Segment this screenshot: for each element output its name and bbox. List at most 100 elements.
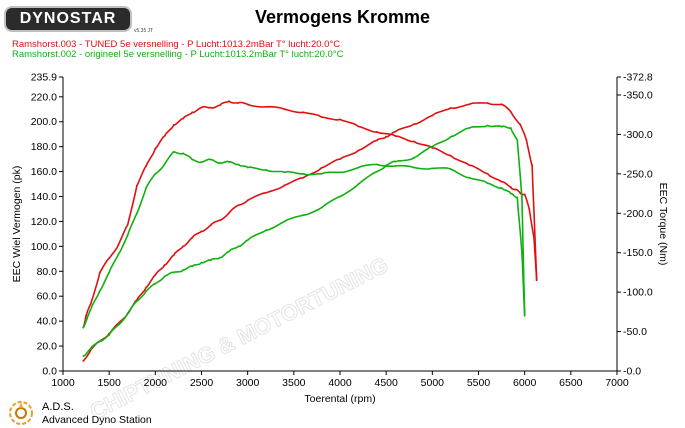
data-point [320, 206, 323, 209]
x-tick-label: 7000 [605, 377, 629, 389]
data-point [163, 135, 166, 137]
data-point [265, 229, 268, 232]
data-point [449, 154, 452, 157]
data-point [172, 271, 175, 274]
data-point [516, 139, 519, 142]
data-point [519, 191, 521, 194]
data-point [89, 347, 92, 350]
data-point [82, 360, 85, 362]
data-point [265, 105, 268, 108]
data-point [265, 191, 268, 194]
data-point [108, 333, 111, 336]
data-point [525, 139, 528, 142]
data-point [228, 100, 231, 103]
data-point [219, 256, 221, 259]
data-point [500, 103, 503, 106]
data-point [514, 188, 517, 191]
data-point [163, 264, 166, 266]
data-point [200, 261, 203, 264]
data-point [219, 104, 221, 107]
data-point [154, 172, 157, 175]
data-point [89, 303, 92, 305]
chart-series [82, 100, 538, 362]
data-point [99, 271, 101, 274]
data-point [182, 269, 184, 271]
data-point [126, 234, 129, 237]
data-point [117, 323, 120, 326]
x-tick-label: 5500 [467, 377, 491, 389]
ramshorst-003-power-line [82, 102, 538, 362]
data-point [394, 135, 397, 137]
data-point [200, 106, 203, 109]
data-point [246, 199, 249, 202]
data-point [99, 289, 101, 292]
data-point [246, 239, 249, 242]
data-point [145, 290, 148, 293]
y-left-tick-label: 0.0 [42, 366, 57, 378]
data-point [357, 125, 360, 128]
chart-labels: 1000 1500 2000 2500 3000 3500 4000 4500 5000 5500… [11, 72, 669, 406]
data-point [509, 127, 512, 129]
data-point [357, 183, 360, 185]
y-right-tick-label: -300.0 [623, 129, 653, 141]
data-point [320, 116, 323, 118]
data-point [302, 214, 304, 217]
x-tick-label: 2000 [144, 377, 168, 389]
data-point [265, 169, 268, 171]
data-point [302, 172, 304, 175]
data-point [154, 274, 157, 276]
y-left-tick-label: 160.0 [31, 166, 57, 178]
data-point [320, 172, 323, 175]
data-point [486, 172, 489, 175]
data-point [431, 167, 434, 170]
data-point [237, 245, 240, 248]
y-left-tick-label: 180.0 [31, 141, 57, 153]
data-point [412, 140, 415, 143]
ads-logo-icon [9, 401, 33, 425]
data-point [85, 314, 87, 317]
data-point [509, 110, 512, 113]
data-point [533, 236, 535, 238]
y-right-tick-label: -100.0 [623, 287, 653, 299]
data-point [172, 150, 175, 153]
data-point [154, 282, 157, 285]
footer-ads-full: Advanced Dyno Station [42, 414, 152, 426]
data-point [182, 152, 184, 155]
data-point [449, 107, 452, 109]
data-point [126, 224, 129, 227]
data-point [237, 163, 240, 166]
data-point [82, 355, 85, 357]
y-right-axis-title: EEC Torque (Nm) [657, 183, 669, 266]
data-point [82, 326, 85, 329]
data-point [182, 245, 184, 248]
data-point [357, 149, 360, 152]
y-left-tick-label: 235.9 [31, 72, 57, 84]
data-point [117, 253, 120, 256]
y-left-tick-label: 120.0 [31, 216, 57, 228]
data-point [500, 187, 503, 189]
legend-entry-origineel: Ramshorst.002 - origineel 5e versnelling… [12, 49, 344, 60]
data-point [431, 145, 434, 148]
data-point [209, 259, 212, 261]
x-tick-label: 5000 [421, 377, 445, 389]
y-left-tick-label: 40.0 [37, 316, 58, 328]
data-point [449, 135, 452, 138]
data-point [191, 265, 194, 268]
data-point [237, 204, 240, 207]
y-right-tick-label: -250.0 [623, 168, 653, 180]
data-point [145, 165, 148, 167]
data-point [509, 192, 512, 195]
data-point [394, 165, 397, 167]
chart-axes [59, 76, 621, 375]
data-point [468, 127, 471, 129]
data-point [376, 131, 378, 133]
data-point [385, 135, 388, 138]
data-point [339, 195, 341, 198]
dynostar-logo: DYNOSTAR [4, 6, 132, 32]
data-point [200, 161, 203, 163]
data-point [283, 108, 286, 111]
data-point [163, 163, 166, 166]
data-point [209, 158, 212, 161]
data-point [412, 156, 415, 159]
